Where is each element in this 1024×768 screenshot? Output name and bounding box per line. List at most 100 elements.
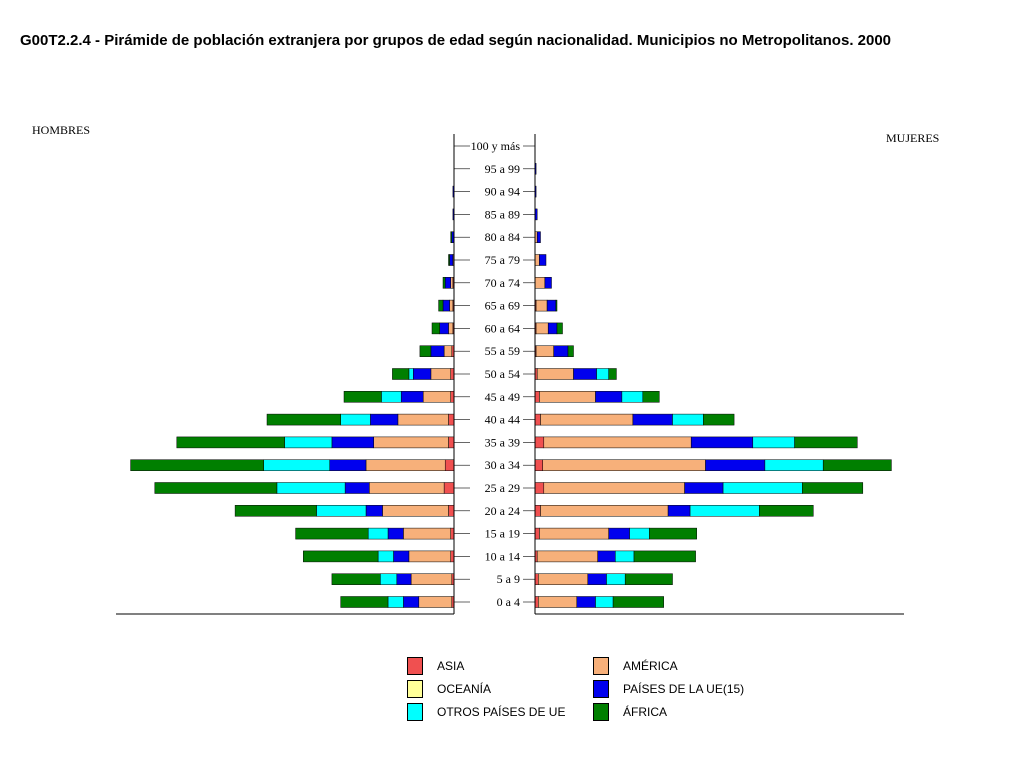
age-label-18: 90 a 94 <box>485 185 520 199</box>
men-bar-otros_ue-6 <box>263 459 330 471</box>
women-bar-africa-4 <box>759 505 814 517</box>
women-bar-ue15-8 <box>632 413 673 426</box>
age-label-1: 5 a 9 <box>497 572 520 586</box>
men-bar-asia-7 <box>448 436 455 449</box>
men-bar-ue15-11 <box>430 345 445 357</box>
men-bar-otros_ue-10 <box>408 368 414 380</box>
women-bar-america-1 <box>538 573 589 585</box>
men-bar-africa-6 <box>130 459 264 471</box>
legend-label-ue15: PAÍSES DE LA UE(15) <box>623 682 745 696</box>
women-bar-otros_ue-4 <box>689 505 760 517</box>
men-bar-ue15-4 <box>365 505 383 517</box>
women-bar-africa-8 <box>703 413 735 426</box>
men-bar-otros_ue-1 <box>380 573 398 585</box>
men-bar-ue15-10 <box>413 368 432 380</box>
men-bar-ue15-13 <box>442 299 450 312</box>
men-bar-ue15-9 <box>400 391 424 403</box>
men-bar-america-4 <box>382 505 449 517</box>
age-label-0: 0 a 4 <box>497 595 520 609</box>
age-label-20: 100 y más <box>471 139 521 153</box>
women-bar-asia-4 <box>534 505 541 517</box>
chart-title: G00T2.2.4 - Pirámide de población extran… <box>20 32 892 49</box>
men-bar-america-1 <box>410 573 453 585</box>
men-bar-asia-6 <box>444 459 455 471</box>
men-bar-america-2 <box>408 550 451 563</box>
men-bar-ue15-14 <box>444 277 451 289</box>
women-bar-ue15-2 <box>597 550 616 563</box>
men-bar-africa-9 <box>343 391 382 403</box>
women-bar-africa-1 <box>624 573 673 585</box>
women-bar-ue15-4 <box>667 505 691 517</box>
men-bar-asia-4 <box>448 505 455 517</box>
men-bar-africa-11 <box>419 345 432 357</box>
legend-swatch-america <box>593 657 609 675</box>
men-side-label: HOMBRES <box>32 123 91 137</box>
men-bar-ue15-12 <box>439 322 449 335</box>
women-bar-africa-9 <box>642 391 660 403</box>
men-bar-ue15-8 <box>370 413 399 426</box>
women-bar-ue15-10 <box>573 368 597 380</box>
age-label-9: 45 a 49 <box>485 390 520 404</box>
women-bar-america-2 <box>536 550 598 563</box>
women-bar-africa-7 <box>794 436 858 449</box>
women-bar-africa-6 <box>822 459 892 471</box>
legend-swatch-otros_ue <box>407 703 423 721</box>
legend-swatch-ue15 <box>593 680 609 698</box>
men-bar-ue15-3 <box>387 527 404 540</box>
women-bar-america-7 <box>543 436 692 449</box>
men-bar-africa-8 <box>266 413 341 426</box>
women-bar-otros_ue-0 <box>595 596 614 608</box>
women-bar-africa-13 <box>555 299 558 312</box>
women-bar-asia-3 <box>534 527 540 540</box>
women-bar-ue15-0 <box>576 596 596 608</box>
women-bar-otros_ue-7 <box>752 436 795 449</box>
women-bar-america-15 <box>534 254 540 266</box>
age-label-5: 25 a 29 <box>485 481 520 495</box>
women-bar-america-14 <box>534 277 546 289</box>
women-bar-ue15-9 <box>595 391 623 403</box>
age-label-14: 70 a 74 <box>485 276 520 290</box>
men-bar-africa-5 <box>154 482 278 494</box>
men-bar-ue15-0 <box>403 596 420 608</box>
men-bar-america-5 <box>369 482 445 494</box>
men-bar-africa-10 <box>392 368 410 380</box>
women-bar-america-8 <box>540 413 634 426</box>
age-label-11: 55 a 59 <box>485 344 520 358</box>
women-bar-america-12 <box>535 322 549 335</box>
population-pyramid-chart: 0 a 4 5 a 9 10 a 14 15 a 19 20 a 24 25 a 29 30… <box>116 134 904 615</box>
legend-swatch-asia <box>407 657 423 675</box>
women-bar-ue15-16 <box>536 231 541 243</box>
women-bar-america-9 <box>539 391 596 403</box>
women-bar-america-13 <box>535 299 548 312</box>
women-bar-asia-6 <box>534 459 543 471</box>
legend-label-africa: ÁFRICA <box>623 705 668 719</box>
women-bar-ue15-7 <box>690 436 754 449</box>
age-label-13: 65 a 69 <box>485 299 520 313</box>
women-bar-otros_ue-9 <box>621 391 644 403</box>
men-bars <box>130 185 455 608</box>
men-bar-america-12 <box>448 322 454 335</box>
age-label-3: 15 a 19 <box>485 527 520 541</box>
women-bar-africa-11 <box>567 345 574 357</box>
men-bar-africa-1 <box>331 573 381 585</box>
men-bar-africa-0 <box>340 596 389 608</box>
men-bar-america-14 <box>450 277 454 289</box>
axes <box>116 134 904 615</box>
men-bar-ue15-5 <box>344 482 370 494</box>
women-bar-asia-5 <box>534 482 545 494</box>
women-bar-africa-3 <box>649 527 697 540</box>
women-bar-ue15-14 <box>544 277 552 289</box>
women-bar-asia-8 <box>534 413 541 426</box>
men-bar-america-3 <box>403 527 451 540</box>
age-label-6: 30 a 34 <box>485 458 520 472</box>
men-bar-america-7 <box>373 436 449 449</box>
women-bar-ue15-1 <box>587 573 607 585</box>
women-bar-america-0 <box>538 596 578 608</box>
legend-label-america: AMÉRICA <box>623 659 678 673</box>
men-bar-ue15-6 <box>329 459 367 471</box>
age-label-15: 75 a 79 <box>485 253 520 267</box>
men-bar-ue15-15 <box>449 254 454 266</box>
men-bar-america-11 <box>443 345 453 357</box>
men-bar-africa-14 <box>442 277 446 289</box>
age-group-labels: 0 a 4 5 a 9 10 a 14 15 a 19 20 a 24 25 a 29 30… <box>471 139 521 609</box>
